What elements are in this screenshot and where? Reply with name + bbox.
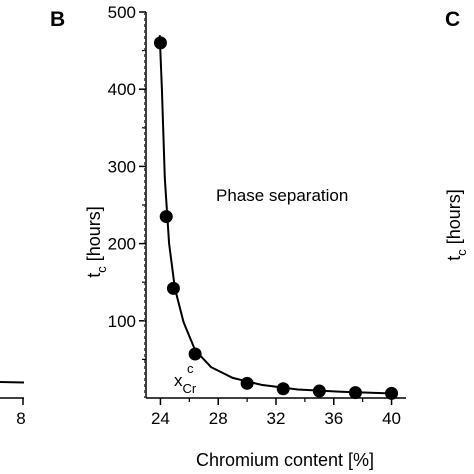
- panel-letter-b: B: [50, 8, 65, 31]
- panel-c-y-axis-label: tc [hours]: [444, 189, 469, 261]
- data-point: [188, 347, 202, 361]
- panel-b-data-points: [153, 36, 399, 400]
- data-point: [312, 384, 326, 398]
- panel-b-fit-curve: [158, 35, 392, 395]
- y-tick-label: 400: [108, 80, 136, 99]
- x-tick-label: 40: [382, 409, 401, 428]
- data-point: [153, 36, 167, 50]
- panel-c-y-axis-label-sub: c: [454, 249, 469, 256]
- panel-letter-c: C: [445, 8, 460, 31]
- panel-b-axes: [145, 12, 406, 399]
- x-tick-label: 28: [209, 409, 228, 428]
- panel-c-y-axis-label-rest: [hours]: [444, 189, 464, 249]
- panel-b-y-ticks: 100 200 300 400 500: [108, 3, 146, 360]
- y-tick-label: 300: [108, 157, 136, 176]
- y-tick-label: 100: [108, 312, 136, 331]
- left-partial-x-tick-label: 8: [16, 409, 25, 428]
- data-point: [348, 386, 362, 400]
- y-axis-title-sub: c: [94, 266, 109, 273]
- left-partial-curve-tail: [0, 381, 25, 384]
- panel-b-x-ticks: 24 28 32 36 40: [151, 398, 401, 428]
- x-tick-label: 32: [267, 409, 286, 428]
- fit-curve-line: [158, 35, 392, 395]
- x-axis-title: Chromium content [%]: [196, 450, 374, 470]
- panel-c-y-axis-label-main: t: [444, 256, 464, 261]
- y-tick-label: 500: [108, 3, 136, 22]
- data-point: [166, 281, 180, 295]
- x-tick-label: 24: [151, 409, 170, 428]
- data-point: [240, 376, 254, 390]
- left-partial-panel: 8: [0, 381, 26, 428]
- data-point: [276, 382, 290, 396]
- data-point: [385, 386, 399, 400]
- x-tick-label: 36: [324, 409, 343, 428]
- y-axis-title-main: t: [84, 273, 104, 278]
- data-point: [159, 210, 173, 224]
- y-axis-title-rest: [hours]: [84, 206, 104, 266]
- critical-concentration-annotation: xCr c: [174, 361, 197, 396]
- y-axis-title: tc [hours]: [84, 206, 109, 278]
- y-tick-label: 200: [108, 235, 136, 254]
- critical-label-main: x: [174, 371, 183, 390]
- phase-separation-annotation: Phase separation: [216, 186, 348, 205]
- critical-label-sub: Cr: [183, 381, 197, 396]
- critical-label-sup: c: [187, 361, 194, 376]
